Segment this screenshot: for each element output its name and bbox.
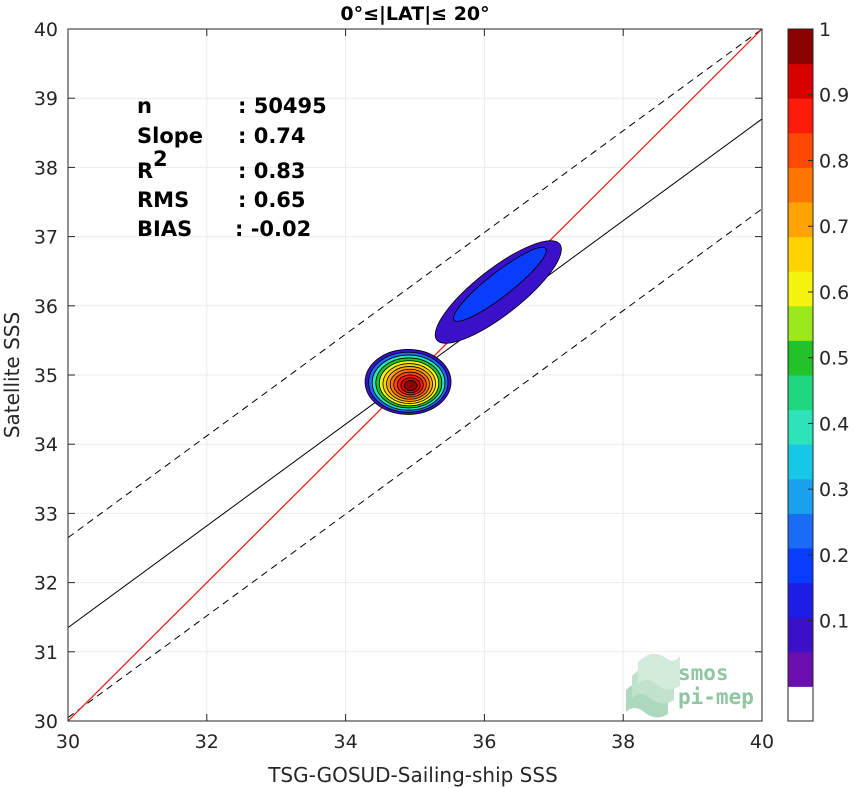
x-tick-label: 38 — [611, 731, 635, 753]
y-tick-label: 39 — [34, 88, 58, 110]
colorbar-swatch — [788, 582, 813, 618]
y-tick-label: 35 — [34, 365, 58, 387]
x-tick-label: 30 — [56, 731, 80, 753]
stat-value: : 0.74 — [238, 124, 306, 148]
colorbar-tick-label: 0.9 — [819, 85, 849, 107]
stat-label: Slope — [137, 124, 203, 148]
y-axis-label: Satellite SSS — [0, 312, 24, 438]
stat-label: BIAS — [137, 217, 192, 241]
stat-value: : -0.02 — [235, 217, 311, 241]
colorbar-swatch — [788, 167, 813, 203]
y-tick-label: 32 — [34, 573, 58, 595]
colorbar-tick-label: 0.5 — [819, 348, 849, 370]
logo-waves-icon — [626, 653, 680, 718]
colorbar-swatch — [788, 202, 813, 238]
stat-label-superscript: 2 — [153, 147, 168, 171]
colorbar-tick-label: 0.1 — [819, 611, 849, 633]
colorbar-swatch — [788, 617, 813, 653]
colorbar-swatch — [788, 409, 813, 445]
primary-contour-level — [404, 380, 418, 391]
y-tick-label: 30 — [34, 711, 58, 733]
colorbar-tick-label: 0.8 — [819, 150, 849, 172]
x-tick-label: 34 — [334, 731, 358, 753]
colorbar-tick-label: 1 — [819, 19, 831, 41]
stat-value: : 0.65 — [238, 188, 306, 212]
envelope-line — [68, 208, 762, 718]
colorbar-swatch — [788, 29, 813, 65]
stat-label: RMS — [137, 188, 189, 212]
colorbar-tick-label: 0.3 — [819, 479, 849, 501]
colorbar-swatch — [788, 651, 813, 687]
colorbar-swatch — [788, 375, 813, 411]
smos-pi-mep-logo: smos pi-mep — [626, 653, 754, 718]
colorbar-ticks: 0.1 0.2 0.3 0.4 0.5 0.6 0.7 0.8 0.9 1 — [808, 19, 849, 633]
stat-value: : 50495 — [238, 94, 327, 118]
stat-value: : 0.83 — [238, 159, 306, 183]
y-tick-label: 40 — [34, 19, 58, 41]
y-axis-ticks: 30 31 32 33 34 35 36 37 38 39 40 — [34, 19, 762, 733]
colorbar-swatch — [788, 98, 813, 134]
envelope-line — [68, 29, 762, 539]
stat-label: n — [137, 94, 152, 118]
x-axis-ticks: 30 32 34 36 38 40 — [56, 29, 774, 753]
colorbar-tick-label: 0.7 — [819, 216, 849, 238]
x-tick-label: 32 — [195, 731, 219, 753]
stat-label: R — [137, 159, 153, 183]
secondary-contour-level — [453, 246, 547, 322]
colorbar-swatch — [788, 271, 813, 307]
y-tick-label: 37 — [34, 227, 58, 249]
colorbar-swatch — [788, 513, 813, 549]
logo-text-line1: smos — [678, 661, 729, 685]
colorbar-swatch — [788, 132, 813, 168]
y-tick-label: 31 — [34, 642, 58, 664]
y-tick-label: 34 — [34, 434, 58, 456]
colorbar-frame — [787, 28, 814, 722]
colorbar-swatch — [788, 444, 813, 480]
y-tick-label: 33 — [34, 503, 58, 525]
colorbar — [787, 28, 814, 722]
x-tick-label: 40 — [750, 731, 774, 753]
colorbar-tick-label: 0.2 — [819, 545, 849, 567]
colorbar-tick-label: 0.4 — [819, 413, 849, 435]
statistics-box: n : 50495 Slope : 0.74 R 2 : 0.83 RMS : 0.65 BIAS… — [137, 94, 327, 241]
colorbar-swatch — [788, 236, 813, 272]
y-tick-label: 36 — [34, 296, 58, 318]
logo-text-line2: pi-mep — [678, 685, 754, 709]
colorbar-swatch — [788, 548, 813, 584]
x-axis-label: TSG-GOSUD-Sailing-ship SSS — [267, 763, 558, 787]
colorbar-swatch — [788, 686, 813, 722]
y-tick-label: 38 — [34, 157, 58, 179]
colorbar-swatch — [788, 305, 813, 341]
colorbar-tick-label: 0.6 — [819, 282, 849, 304]
colorbar-swatch — [788, 478, 813, 514]
density-contours — [364, 240, 562, 415]
colorbar-swatch — [788, 63, 813, 99]
chart-title: 0°≤|LAT|≤ 20° — [340, 3, 489, 25]
x-tick-label: 36 — [472, 731, 496, 753]
